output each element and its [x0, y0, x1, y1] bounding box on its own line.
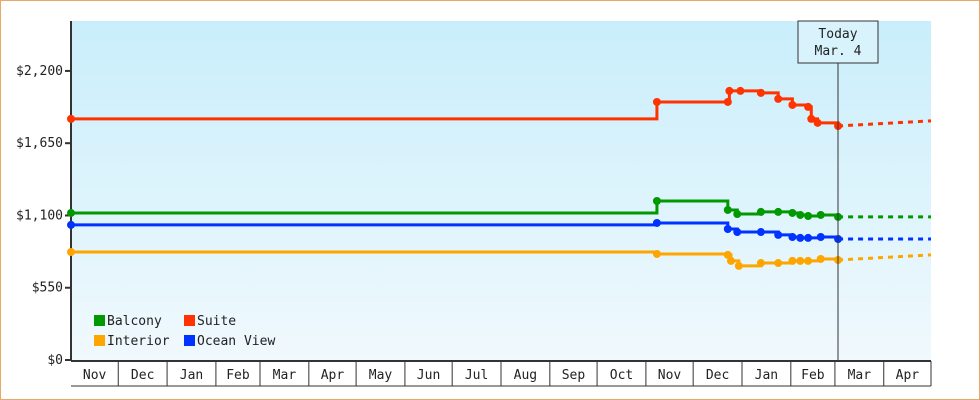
y-tick-label: $2,200 [16, 64, 63, 79]
data-point [733, 210, 742, 219]
data-point [67, 220, 75, 229]
x-tick-label: Feb [801, 368, 825, 383]
data-point [726, 256, 735, 265]
series-interior [67, 247, 932, 270]
x-tick-label: Oct [610, 368, 633, 383]
data-point [652, 218, 661, 227]
x-tick-label: Jan [755, 368, 778, 383]
data-point [774, 94, 783, 103]
legend-label: Interior [107, 334, 170, 349]
x-tick-label: May [369, 368, 393, 383]
data-point [723, 250, 732, 259]
legend-label: Ocean View [197, 334, 275, 349]
data-point [788, 100, 797, 109]
legend-label: Balcony [107, 314, 162, 329]
data-point [813, 118, 822, 127]
x-tick-label: Apr [321, 368, 345, 383]
x-tick-label: Mar [848, 368, 872, 383]
legend-swatch [94, 315, 105, 326]
today-marker: Today Mar. 4 [797, 20, 879, 360]
data-point [816, 233, 825, 242]
today-box [797, 20, 879, 64]
x-tick-label: Feb [226, 368, 250, 383]
today-label: Today [818, 27, 857, 42]
x-tick-label: Jan [180, 368, 203, 383]
x-tick-label: Mar [273, 368, 297, 383]
data-point [67, 114, 75, 123]
x-tick-label: Sep [562, 368, 586, 383]
legend-swatch [184, 335, 195, 346]
x-tick-label: Dec [131, 368, 154, 383]
data-point [804, 256, 813, 265]
data-point [723, 224, 732, 233]
data-point [67, 208, 75, 217]
x-axis: Nov Dec Jan Feb Mar Apr May Jun Jul Aug Sep Oct Nov D… [71, 360, 932, 387]
data-point [804, 211, 813, 220]
series-layer [67, 86, 932, 270]
y-tick-label: $0 [47, 353, 63, 368]
y-axis: $0 $550 $1,100 $1,650 $2,200 [16, 21, 72, 368]
data-point [804, 233, 813, 242]
x-tick-label: Dec [706, 368, 729, 383]
data-point [756, 259, 765, 268]
data-point [788, 256, 797, 265]
data-point [723, 97, 732, 106]
data-point [733, 228, 742, 237]
plot-area [71, 21, 931, 360]
data-point [652, 97, 661, 106]
data-point [804, 102, 813, 111]
data-point [816, 254, 825, 263]
legend-label: Suite [197, 314, 236, 329]
data-point [734, 261, 743, 270]
data-point [652, 249, 661, 258]
legend: Balcony Suite Interior Ocean View [94, 314, 275, 349]
data-point [725, 86, 734, 95]
y-tick-label: $1,100 [16, 208, 63, 223]
series-suite [67, 86, 932, 130]
series-balcony [67, 197, 931, 221]
data-point [796, 210, 805, 219]
data-point [652, 197, 661, 206]
x-tick-label: Nov [83, 368, 107, 383]
y-tick-label: $550 [32, 281, 63, 296]
data-point [796, 256, 805, 265]
x-tick-label: Nov [658, 368, 682, 383]
data-point [788, 208, 797, 217]
data-point [736, 86, 745, 95]
data-point [756, 88, 765, 97]
y-tick-label: $1,650 [16, 136, 63, 151]
x-tick-label: Aug [514, 368, 537, 383]
x-tick-label: Jun [417, 368, 440, 383]
data-point [796, 233, 805, 242]
x-tick-label: Jul [465, 368, 488, 383]
today-date: Mar. 4 [815, 44, 862, 59]
legend-swatch [94, 335, 105, 346]
data-point [774, 230, 783, 239]
data-point [774, 259, 783, 268]
legend-swatch [184, 315, 195, 326]
data-point [723, 205, 732, 214]
series-ocean-view [67, 218, 931, 243]
data-point [816, 210, 825, 219]
data-point [807, 114, 816, 123]
data-point [788, 233, 797, 242]
data-point [756, 228, 765, 237]
data-point [67, 247, 75, 256]
x-tick-label: Apr [896, 368, 920, 383]
data-point [756, 207, 765, 216]
data-point [774, 207, 783, 216]
